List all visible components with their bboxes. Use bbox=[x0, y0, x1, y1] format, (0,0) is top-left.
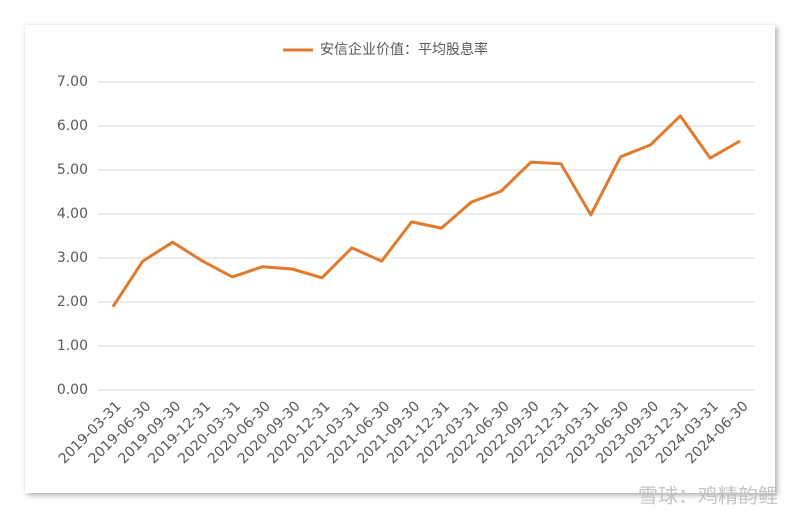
chart-frame bbox=[25, 25, 775, 493]
legend-label: 安信企业价值：平均股息率 bbox=[320, 41, 488, 58]
y-tick-label: 5.00 bbox=[57, 162, 88, 178]
y-tick-label: 1.00 bbox=[57, 338, 88, 354]
line-series bbox=[111, 114, 741, 308]
y-tick-label: 0.00 bbox=[57, 382, 88, 398]
y-tick-label: 3.00 bbox=[57, 250, 88, 266]
y-tick-label: 7.00 bbox=[57, 74, 88, 90]
y-tick-label: 6.00 bbox=[57, 118, 88, 134]
y-tick-label: 2.00 bbox=[57, 294, 88, 310]
y-tick-label: 4.00 bbox=[57, 206, 88, 222]
watermark: 雪球：鸡精韵鲤 bbox=[638, 484, 778, 508]
